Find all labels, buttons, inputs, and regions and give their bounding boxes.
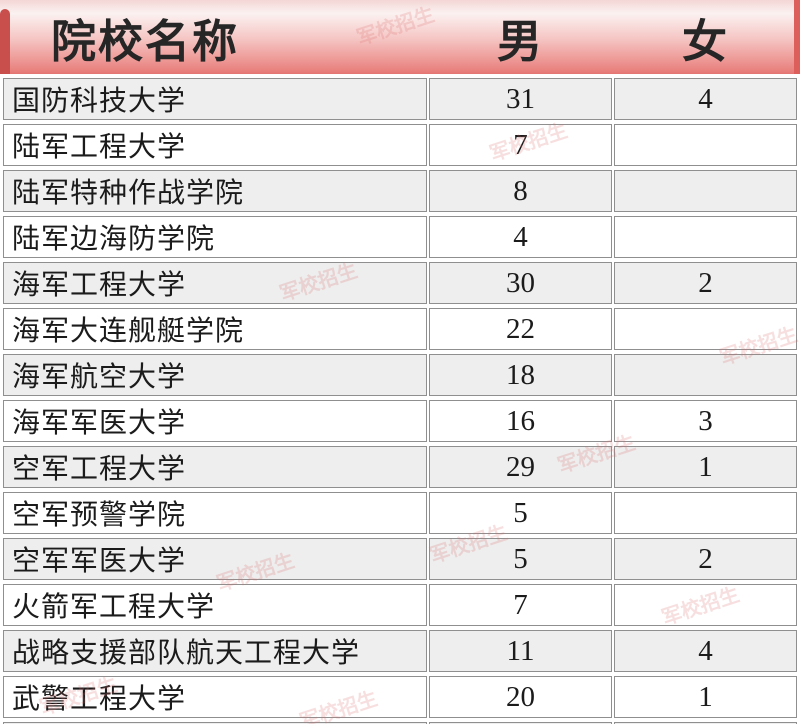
header-female: 女 — [681, 15, 727, 67]
cell-school-name: 海军军医大学 — [3, 400, 427, 442]
cell-male-count: 18 — [429, 354, 612, 396]
cell-school-name: 陆军边海防学院 — [3, 216, 427, 258]
cell-male-count: 5 — [429, 538, 612, 580]
cell-male-count: 7 — [429, 124, 612, 166]
cell-male-count: 29 — [429, 446, 612, 488]
cell-school-name: 陆军特种作战学院 — [3, 170, 427, 212]
cell-female-count: 2 — [614, 538, 797, 580]
cell-female-count: 1 — [614, 676, 797, 718]
table-row: 武警工程大学 20 1 — [3, 676, 797, 718]
cell-school-name: 陆军工程大学 — [3, 124, 427, 166]
cell-school-name: 海军工程大学 — [3, 262, 427, 304]
cell-school-name: 空军工程大学 — [3, 446, 427, 488]
cell-male-count: 30 — [429, 262, 612, 304]
cell-female-count: 2 — [614, 262, 797, 304]
cell-female-count — [614, 354, 797, 396]
cell-school-name: 海军航空大学 — [3, 354, 427, 396]
cell-school-name: 火箭军工程大学 — [3, 584, 427, 626]
table-row: 武警警官学院21 — [3, 722, 797, 724]
table-row: 陆军特种作战学院 8 — [3, 170, 797, 212]
cell-school-name: 武警工程大学 — [3, 676, 427, 718]
table-row: 陆军工程大学 7 — [3, 124, 797, 166]
cell-male-count: 31 — [429, 78, 612, 120]
cell-school-name: 战略支援部队航天工程大学 — [3, 630, 427, 672]
header-school-name: 院校名称 — [51, 15, 240, 67]
cell-female-count: 1 — [614, 446, 797, 488]
table-row: 空军军医大学 5 2 — [3, 538, 797, 580]
cell-male-count: 8 — [429, 170, 612, 212]
cell-school-name: 国防科技大学 — [3, 78, 427, 120]
cell-female-count: 4 — [614, 630, 797, 672]
cell-female-count — [614, 584, 797, 626]
table-body: 国防科技大学 31 4 陆军工程大学 7 陆军特种作战学院 8 陆军边海防学院 4 海军工程大学 3… — [3, 78, 797, 724]
left-accent-bar — [0, 9, 10, 74]
cell-male-count: 20 — [429, 676, 612, 718]
cell-male-count: 21 — [429, 722, 612, 724]
header-male: 男 — [496, 15, 542, 67]
cell-male-count: 16 — [429, 400, 612, 442]
cell-male-count: 5 — [429, 492, 612, 534]
table-row: 国防科技大学 31 4 — [3, 78, 797, 120]
cell-male-count: 11 — [429, 630, 612, 672]
table-row: 海军大连舰艇学院 22 — [3, 308, 797, 350]
table-row: 火箭军工程大学 7 — [3, 584, 797, 626]
cell-female-count — [614, 170, 797, 212]
table-row: 战略支援部队航天工程大学 11 4 — [3, 630, 797, 672]
cell-school-name: 武警警官学院 — [3, 722, 427, 724]
cell-female-count — [614, 216, 797, 258]
cell-school-name: 空军军医大学 — [3, 538, 427, 580]
table-row: 海军军医大学 16 3 — [3, 400, 797, 442]
table-row: 空军预警学院 5 — [3, 492, 797, 534]
cell-female-count: 4 — [614, 78, 797, 120]
header-row: 院校名称 男 女 — [3, 0, 797, 74]
right-accent-bar — [794, 0, 800, 74]
table-row: 海军工程大学 30 2 — [3, 262, 797, 304]
cell-female-count — [614, 124, 797, 166]
cell-female-count — [614, 308, 797, 350]
cell-school-name: 空军预警学院 — [3, 492, 427, 534]
cell-female-count — [614, 722, 797, 724]
cell-male-count: 7 — [429, 584, 612, 626]
cell-female-count — [614, 492, 797, 534]
cell-male-count: 22 — [429, 308, 612, 350]
table-row: 空军工程大学 29 1 — [3, 446, 797, 488]
cell-male-count: 4 — [429, 216, 612, 258]
table-row: 陆军边海防学院 4 — [3, 216, 797, 258]
cell-school-name: 海军大连舰艇学院 — [3, 308, 427, 350]
table-row: 海军航空大学 18 — [3, 354, 797, 396]
table-header: 院校名称 男 女 — [0, 0, 800, 74]
cell-female-count: 3 — [614, 400, 797, 442]
